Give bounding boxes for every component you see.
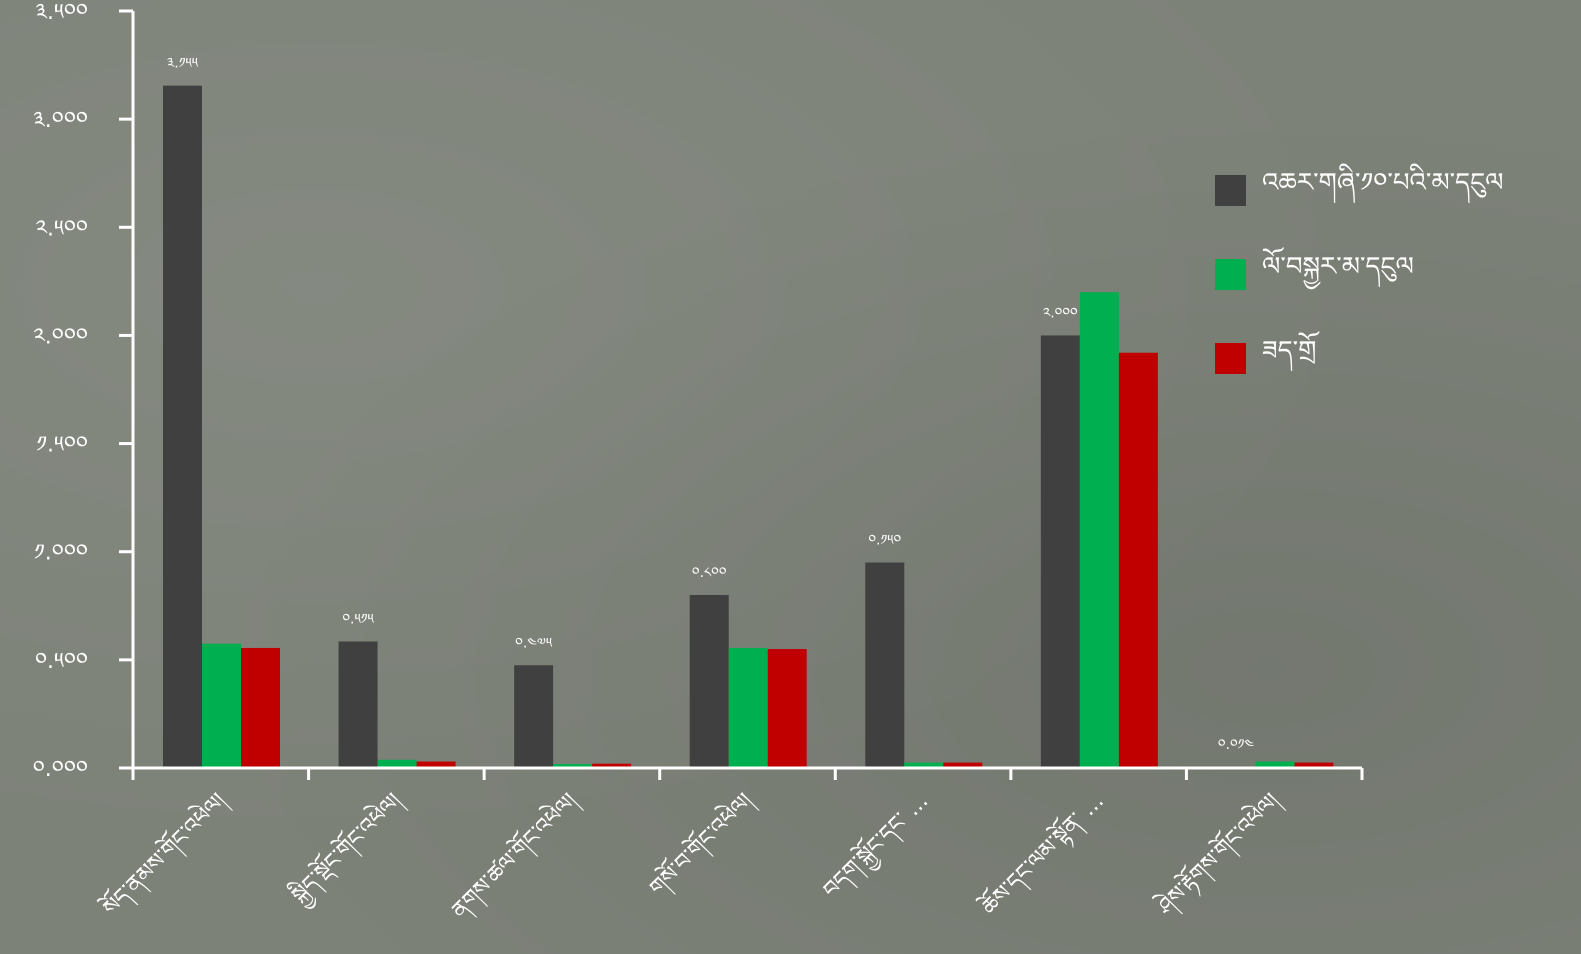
legend-swatch: [1215, 342, 1246, 374]
bars-layer: [163, 85, 1334, 768]
y-tick-label: ༠.༠༠༠: [33, 757, 88, 782]
data-label: ༣.༡༥༥: [167, 56, 199, 72]
bar: [1118, 352, 1158, 768]
x-category-label: སྐྱིད་སྡོང་གོང་འཕེལ།: [283, 785, 411, 913]
bar: [416, 761, 456, 768]
legend: འཆར་གཞི་༡༠་པའི་མ་དངུལ ལོ་བསྐྱར་མ་དངུལ ཟད…: [1215, 148, 1503, 400]
data-label: ༠.༡༥༠: [868, 533, 901, 549]
axes-layer: [119, 9, 1364, 780]
bar: [943, 762, 983, 768]
x-category-label: སོད་ནམས་གོང་འཕེལ།: [95, 785, 235, 925]
bar: [592, 763, 632, 768]
bar: [689, 594, 729, 768]
x-category-label: ནགས་ཚལ་གོང་འཕེལ།: [444, 785, 586, 927]
bar: [904, 762, 944, 768]
data-label: ༢.༠༠༠: [1043, 305, 1078, 321]
legend-swatch: [1215, 174, 1246, 206]
legend-item: འཆར་གཞི་༡༠་པའི་མ་དངུལ: [1215, 148, 1503, 232]
bar: [377, 759, 417, 768]
bar: [1255, 761, 1295, 768]
bar: [553, 764, 593, 768]
legend-item: ཟད་གྲོ: [1215, 316, 1503, 400]
bar: [865, 562, 905, 768]
y-tick-label: ༠.༥༠༠: [35, 649, 88, 674]
y-tick-label: ༣.༠༠༠: [33, 108, 88, 133]
legend-label: ཟད་གྲོ: [1262, 335, 1317, 366]
legend-label: ལོ་བསྐྱར་མ་དངུལ: [1262, 251, 1414, 282]
data-label: ༠.༨༠༠: [692, 565, 727, 581]
y-tick-label: ༢.༠༠༠: [33, 324, 88, 349]
data-label: ༠.༤༧༥: [515, 635, 553, 651]
bar: [514, 665, 554, 768]
bar: [1294, 762, 1334, 768]
legend-label: འཆར་གཞི་༡༠་པའི་མ་དངུལ: [1262, 167, 1504, 198]
legend-swatch: [1215, 258, 1246, 290]
data-label: ༠.༠༡༤: [1218, 737, 1255, 753]
bar: [1040, 335, 1080, 768]
y-tick-label: ༡.༠༠༠: [34, 541, 88, 566]
legend-item: ལོ་བསྐྱར་མ་དངུལ: [1215, 232, 1503, 316]
x-category-label: ཤེས་རྟོགས་གོང་འཕེལ།: [1149, 785, 1288, 924]
x-category-label: གསོ་བ་གོང་འཕེལ།: [642, 785, 762, 905]
bar: [728, 647, 768, 768]
bar: [202, 643, 241, 768]
x-category-label: ཆོས་དང་ལམ་སྟོན་ ...: [973, 785, 1112, 924]
y-tick-label: ༣.༥༠༠: [36, 0, 88, 25]
bar: [163, 85, 202, 768]
data-label: ༠.༥༡༥: [342, 611, 374, 627]
bar: [338, 641, 378, 768]
bar: [1079, 292, 1119, 768]
x-category-label: བདག་སྐྱོང་དང་ ...: [815, 785, 938, 908]
y-tick-label: ༢.༥༠༠: [36, 216, 88, 241]
bar: [767, 649, 807, 768]
y-tick-label: ༡.༥༠༠: [36, 433, 88, 458]
bar: [241, 647, 280, 768]
